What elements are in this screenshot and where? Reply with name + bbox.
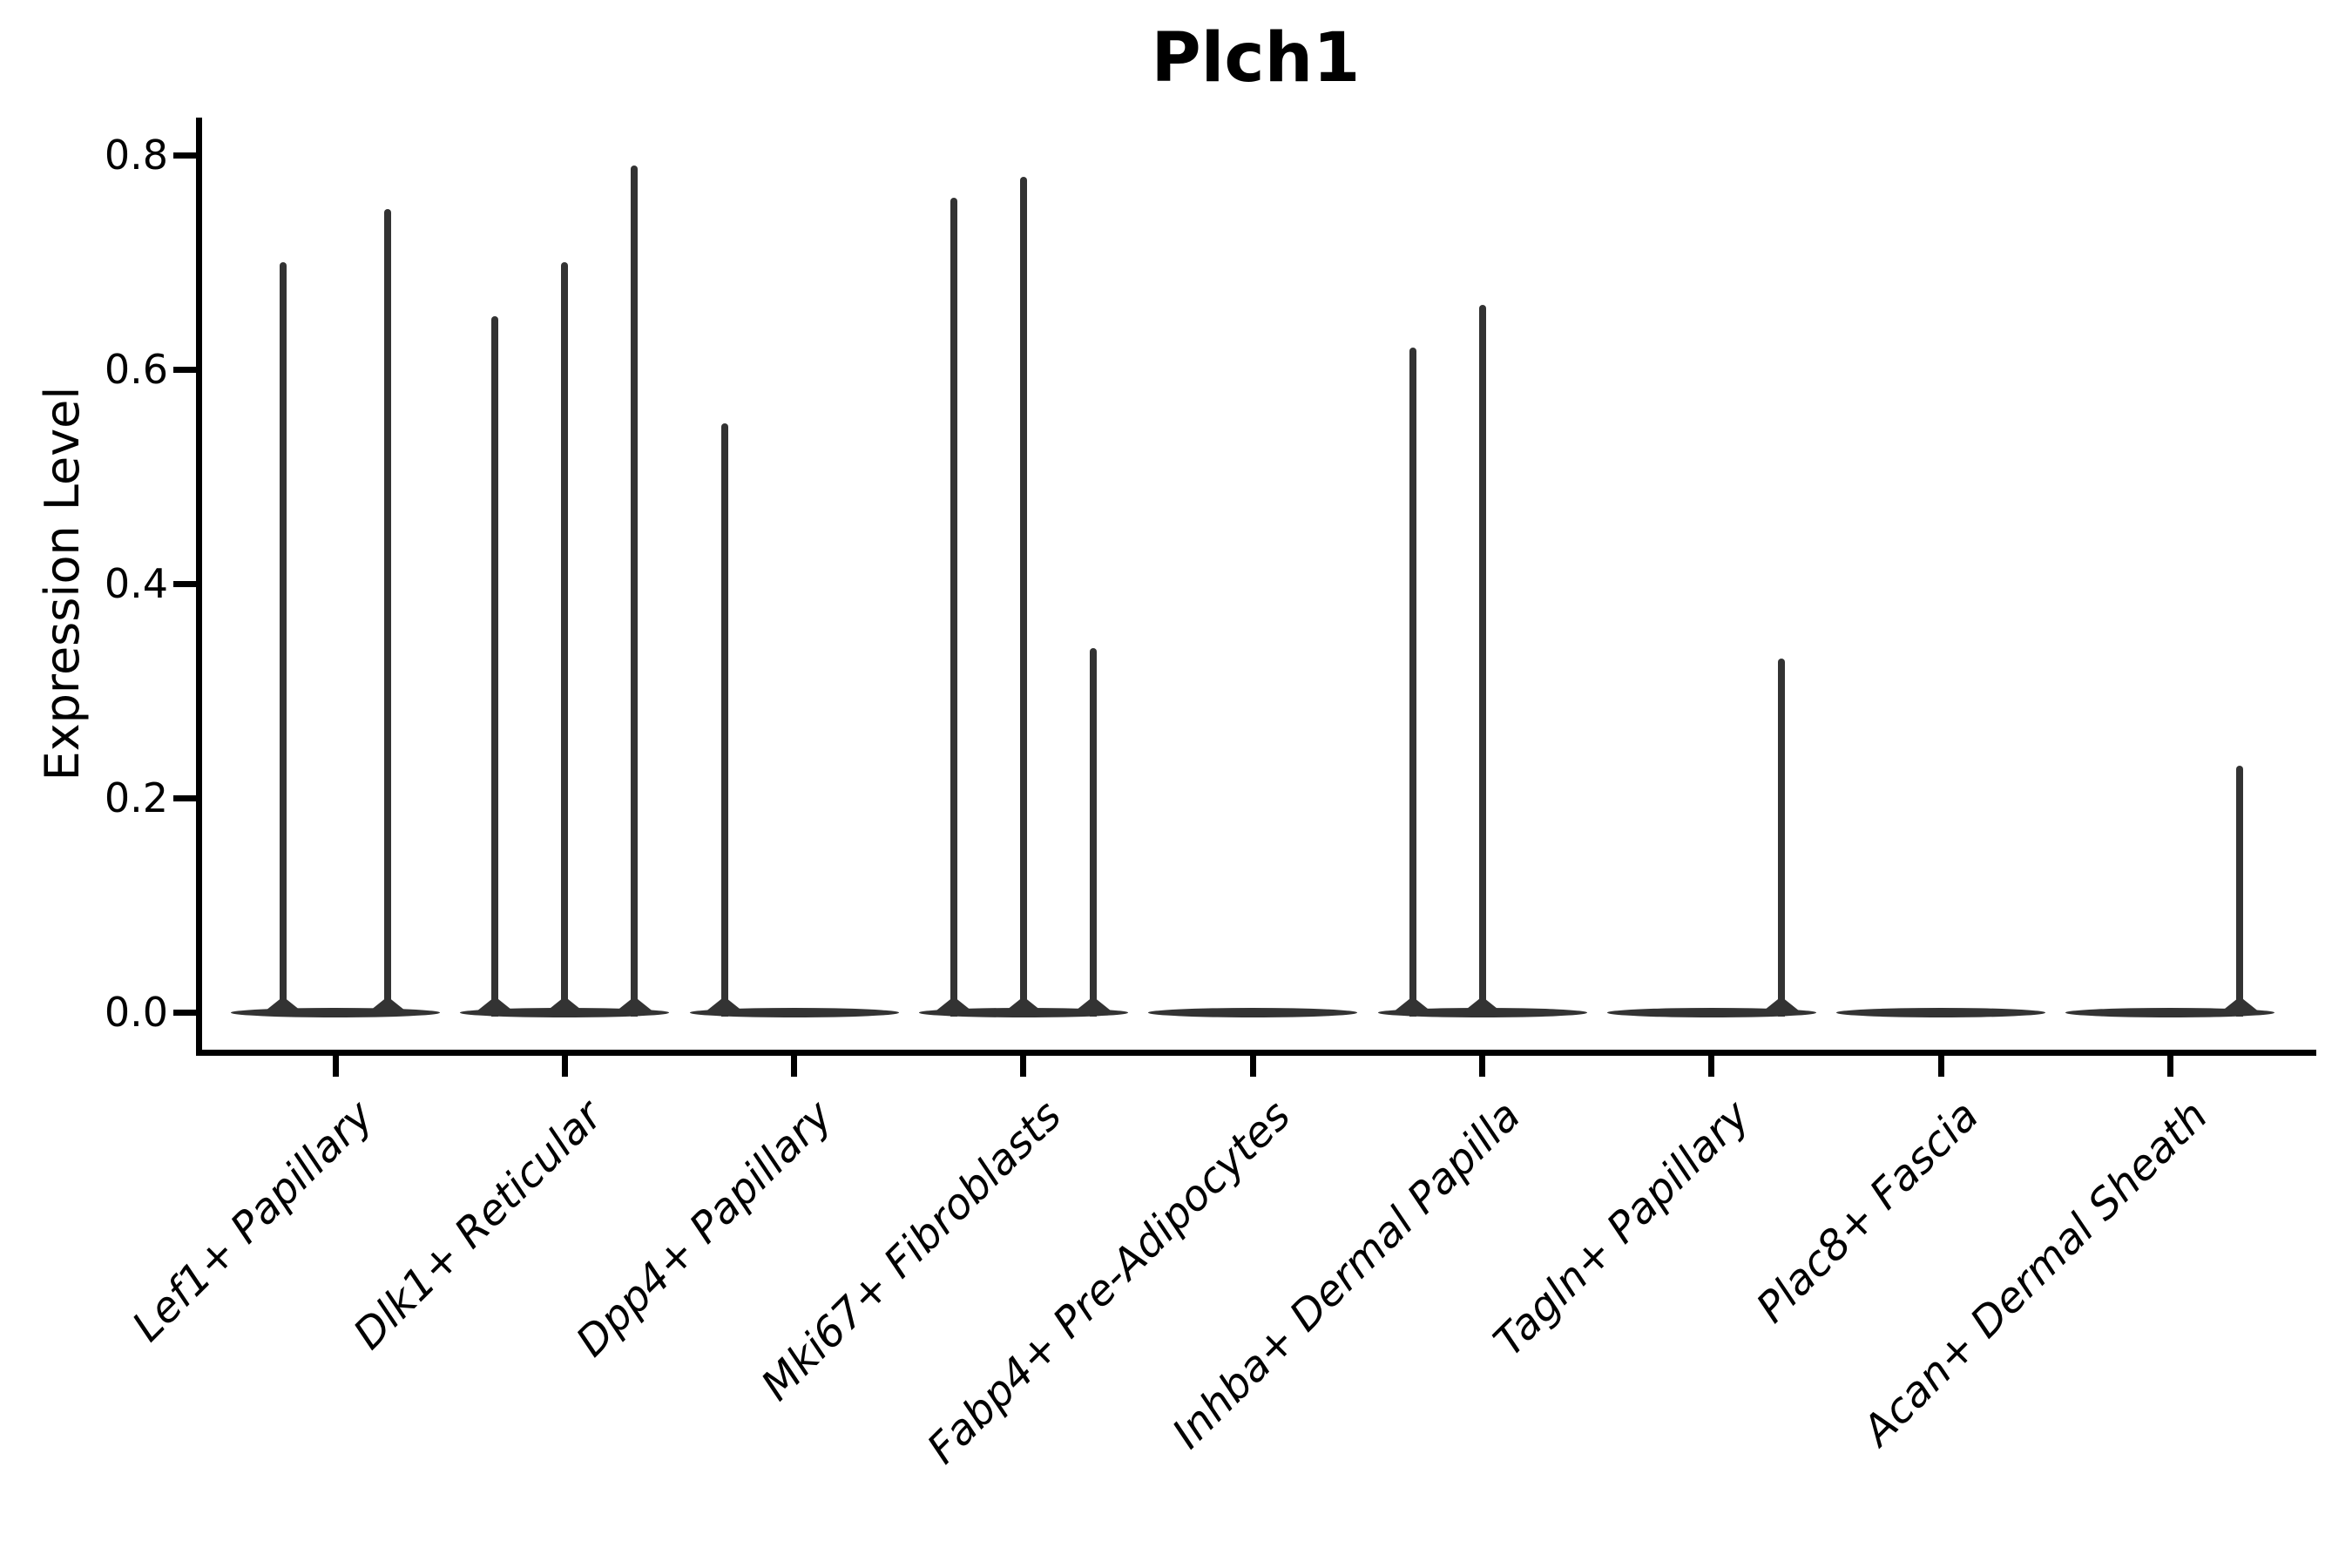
violin-base — [231, 1007, 440, 1017]
violin-spike — [491, 315, 499, 1017]
violin-base — [689, 1007, 899, 1017]
y-tick-mark — [172, 1009, 196, 1016]
violin-base — [1836, 1007, 2046, 1017]
x-tick-mark — [2166, 1052, 2173, 1077]
y-tick-label: 0.4 — [104, 560, 168, 607]
violin-spike — [2236, 766, 2244, 1017]
violin-spike — [1019, 176, 1027, 1017]
violin-base — [2065, 1007, 2275, 1017]
violin-spike — [561, 262, 569, 1017]
violin-spike — [280, 262, 287, 1017]
y-tick-mark — [172, 366, 196, 373]
y-tick-label: 0.6 — [104, 346, 168, 393]
violin-spike — [1777, 659, 1785, 1017]
x-tick-mark — [332, 1052, 339, 1077]
x-tick-mark — [1708, 1052, 1715, 1077]
x-tick-mark — [791, 1052, 798, 1077]
violin-spike — [1478, 305, 1486, 1017]
violin-spike — [384, 208, 391, 1017]
violin-spike — [1409, 348, 1416, 1017]
x-tick-mark — [561, 1052, 568, 1077]
x-tick-mark — [1479, 1052, 1485, 1077]
y-tick-mark — [172, 152, 196, 159]
chart-title: Plch1 — [1151, 19, 1361, 98]
violin-base — [1606, 1007, 1816, 1017]
x-tick-mark — [1937, 1052, 1944, 1077]
violin-base — [1148, 1007, 1358, 1017]
violin-spike — [950, 198, 957, 1017]
x-tick-mark — [1249, 1052, 1256, 1077]
y-tick-label: 0.8 — [104, 132, 168, 179]
y-tick-mark — [172, 794, 196, 801]
y-tick-mark — [172, 580, 196, 587]
violin-spike — [1089, 647, 1097, 1017]
violin-spike — [720, 422, 728, 1017]
violin-spike — [631, 166, 639, 1017]
y-tick-label: 0.0 — [104, 989, 168, 1036]
x-tick-mark — [1020, 1052, 1027, 1077]
y-axis-spine — [195, 118, 202, 1056]
y-tick-label: 0.2 — [104, 774, 168, 821]
